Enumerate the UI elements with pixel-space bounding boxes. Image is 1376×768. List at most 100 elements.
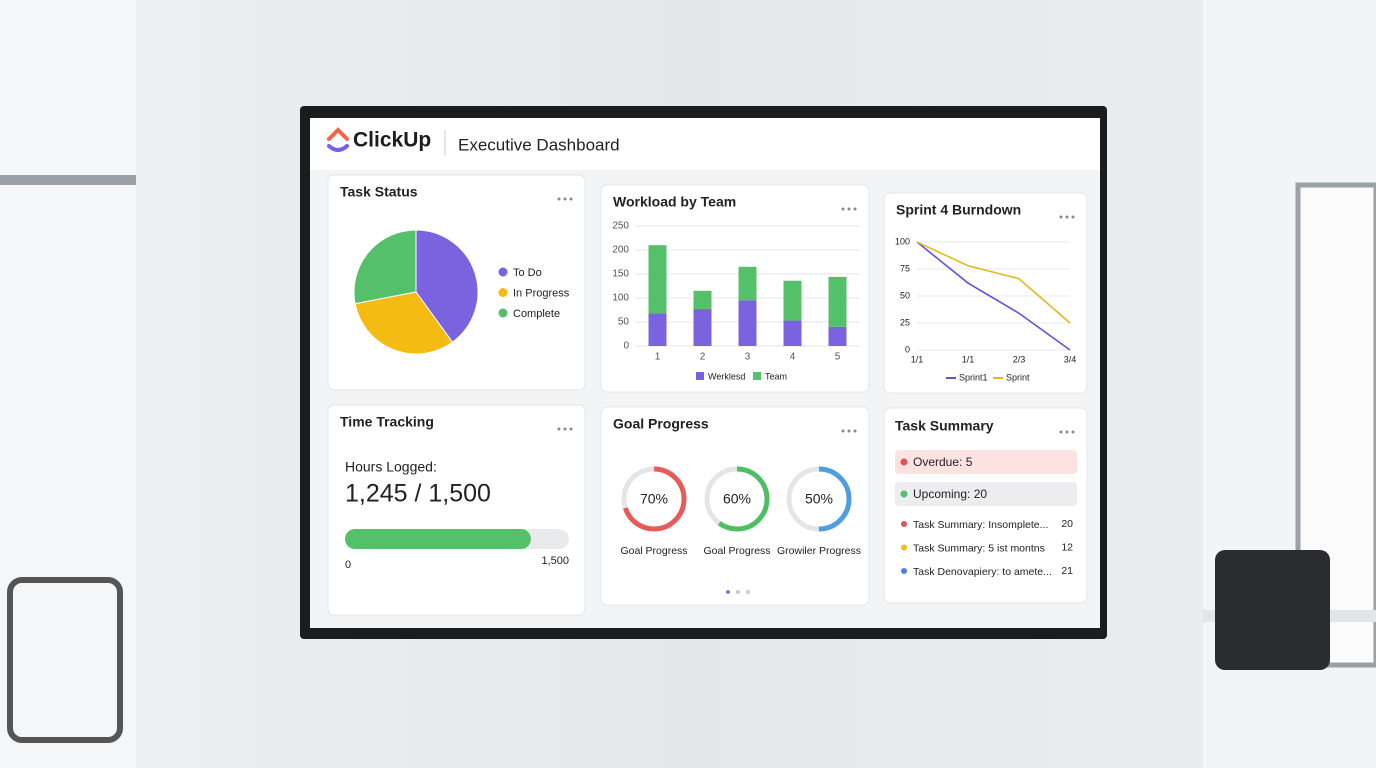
gauge-arc: [704, 466, 770, 532]
legend-swatch: [498, 308, 508, 318]
legend-label: To Do: [513, 267, 542, 279]
row-label: Task Denovapiery: to amete...: [913, 566, 1052, 578]
menu-dot: [1071, 215, 1075, 219]
gauge-arc: [621, 466, 687, 532]
menu-dot: [557, 197, 561, 201]
y-tick-label: 0: [905, 344, 910, 354]
menu-dot: [563, 427, 567, 431]
page-dot: [726, 590, 730, 594]
card: [600, 184, 870, 393]
bar-segment: [738, 266, 757, 301]
card-title: Task Summary: [895, 418, 994, 434]
y-tick-label: 50: [900, 290, 910, 300]
page-dot: [736, 590, 740, 594]
bar-segment: [648, 313, 667, 346]
card-title: Goal Progress: [613, 416, 709, 432]
summary-pill: [895, 450, 1077, 474]
menu-dot: [1065, 215, 1069, 219]
row-label: Task Summary: 5 ist montns: [913, 542, 1045, 554]
row-value: 21: [1061, 565, 1073, 577]
bar-segment: [693, 309, 712, 346]
row-label: Task Summary: Insomplete...: [913, 519, 1048, 531]
status-dot: [900, 490, 908, 498]
logo-text: ClickUp: [353, 129, 431, 152]
y-tick-label: 75: [900, 263, 910, 273]
y-tick-label: 50: [618, 317, 630, 328]
legend-label: Team: [765, 371, 787, 381]
y-tick-label: 150: [612, 269, 629, 280]
row-value: 20: [1061, 518, 1073, 530]
legend-swatch: [498, 267, 508, 277]
menu-dot: [1071, 430, 1075, 434]
menu-dot: [853, 207, 857, 211]
header-bar: [310, 118, 1100, 170]
card-title: Task Status: [340, 184, 418, 200]
menu-dot: [841, 429, 845, 433]
y-tick-label: 100: [612, 293, 629, 304]
legend-swatch: [498, 288, 508, 297]
dashboard-title: Executive Dashboard: [458, 135, 620, 154]
bar-segment: [828, 326, 847, 346]
pie-slice: [415, 229, 479, 343]
card: [327, 404, 586, 616]
x-tick-label: 1/1: [962, 354, 975, 364]
x-tick-label: 1,500: [541, 555, 569, 567]
menu-dot: [841, 207, 845, 211]
progress-bar: [345, 529, 531, 549]
legend-label: Werklesd: [708, 371, 745, 381]
menu-dot: [569, 427, 573, 431]
page-dot: [746, 590, 750, 594]
menu-dot: [569, 197, 573, 201]
menu-dot: [1065, 430, 1069, 434]
legend-label: Complete: [513, 308, 560, 320]
chair: [7, 577, 123, 743]
status-dot: [901, 521, 907, 527]
gauge-label: Growiler Progress: [777, 545, 861, 557]
x-tick-label: 1/1: [911, 354, 924, 364]
card-title: Workload by Team: [613, 194, 736, 210]
menu-dot: [563, 197, 567, 201]
x-tick-label: 0: [345, 559, 351, 571]
menu-dot: [853, 429, 857, 433]
pill-label: Upcoming: 20: [913, 487, 987, 501]
gauge-value: 50%: [805, 491, 833, 507]
row-value: 12: [1061, 541, 1073, 553]
menu-dot: [557, 427, 561, 431]
metric-label: Hours Logged:: [345, 459, 437, 475]
y-tick-label: 200: [612, 245, 629, 256]
bar-segment: [783, 320, 802, 346]
status-dot: [900, 458, 908, 466]
y-tick-label: 100: [895, 236, 910, 246]
legend-label: In Progress: [513, 287, 570, 299]
card: [600, 406, 870, 606]
x-tick-label: 2: [700, 352, 706, 363]
gauge-value: 70%: [640, 491, 668, 507]
summary-pill: [895, 482, 1077, 506]
menu-dot: [1059, 430, 1063, 434]
window-frame: [0, 175, 136, 185]
logo-icon: [327, 127, 349, 152]
card-title: Sprint 4 Burndown: [896, 202, 1021, 218]
y-tick-label: 0: [623, 341, 629, 352]
legend-label: Sprint1: [959, 372, 988, 382]
menu-dot: [847, 207, 851, 211]
legend-swatch: [753, 372, 761, 380]
bar-segment: [828, 276, 847, 327]
line-series: [916, 241, 1071, 324]
left-window: [0, 0, 136, 768]
pie-slice: [354, 291, 454, 355]
x-tick-label: 5: [835, 352, 841, 363]
logo-part: [327, 144, 349, 152]
pie-slice: [353, 229, 417, 305]
bar-segment: [783, 280, 802, 321]
bar-segment: [738, 300, 757, 346]
status-dot: [901, 568, 907, 574]
y-tick-label: 250: [612, 221, 629, 232]
gauge-label: Goal Progress: [703, 545, 770, 557]
x-tick-label: 3/4: [1064, 354, 1077, 364]
metric-value: 1,245 / 1,500: [345, 480, 491, 508]
legend-swatch: [696, 372, 704, 380]
bar-segment: [693, 290, 712, 310]
